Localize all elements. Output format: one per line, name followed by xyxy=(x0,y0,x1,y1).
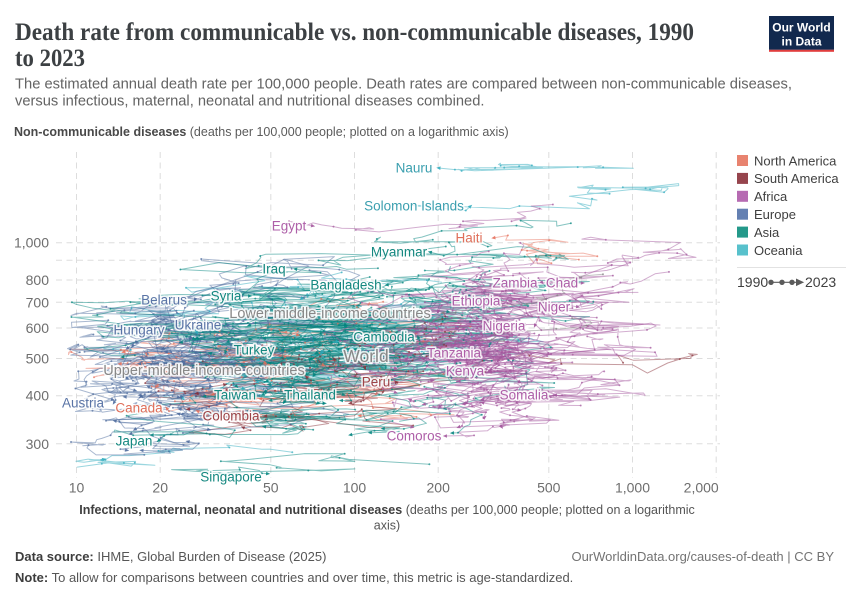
svg-text:in Data: in Data xyxy=(781,34,821,48)
svg-text:axis): axis) xyxy=(374,519,400,533)
svg-text:Colombia: Colombia xyxy=(202,409,260,424)
svg-text:20: 20 xyxy=(152,480,168,496)
svg-text:700: 700 xyxy=(26,294,50,310)
svg-text:Kenya: Kenya xyxy=(446,364,485,379)
svg-text:Myanmar: Myanmar xyxy=(371,245,428,260)
svg-text:The estimated annual death rat: The estimated annual death rate per 100,… xyxy=(15,77,792,93)
svg-text:Tanzania: Tanzania xyxy=(427,346,482,361)
svg-text:Egypt: Egypt xyxy=(272,219,307,234)
svg-text:Peru: Peru xyxy=(362,375,391,390)
svg-text:Note: To allow for comparisons: Note: To allow for comparisons between c… xyxy=(15,570,573,585)
svg-text:Our World: Our World xyxy=(772,21,830,35)
svg-text:Ethiopia: Ethiopia xyxy=(452,294,501,309)
svg-text:200: 200 xyxy=(427,480,451,496)
svg-text:Thailand: Thailand xyxy=(284,388,336,403)
svg-text:Oceania: Oceania xyxy=(754,243,803,258)
svg-text:Niger: Niger xyxy=(538,300,571,315)
svg-text:1990: 1990 xyxy=(737,274,768,290)
svg-text:400: 400 xyxy=(26,388,50,404)
svg-text:Asia: Asia xyxy=(754,225,780,240)
svg-text:1,000: 1,000 xyxy=(14,235,49,251)
svg-text:Upper-middle-income countries: Upper-middle-income countries xyxy=(103,363,304,379)
svg-text:100: 100 xyxy=(343,480,367,496)
svg-text:Cambodia: Cambodia xyxy=(353,330,415,345)
svg-text:Canada: Canada xyxy=(115,401,163,416)
svg-text:Zambia: Zambia xyxy=(492,276,538,291)
svg-text:Non-communicable diseases (dea: Non-communicable diseases (deaths per 10… xyxy=(14,125,509,139)
svg-text:800: 800 xyxy=(26,272,50,288)
svg-text:300: 300 xyxy=(26,436,50,452)
svg-text:2023: 2023 xyxy=(805,274,836,290)
svg-text:Belarus: Belarus xyxy=(141,293,187,308)
svg-text:Bangladesh: Bangladesh xyxy=(310,278,381,293)
svg-text:Data source: IHME, Global Burd: Data source: IHME, Global Burden of Dise… xyxy=(15,549,326,564)
svg-text:North America: North America xyxy=(754,153,837,168)
svg-text:Lower-middle-income countries: Lower-middle-income countries xyxy=(229,306,430,322)
svg-text:to 2023: to 2023 xyxy=(15,45,85,72)
svg-text:500: 500 xyxy=(26,351,50,367)
svg-text:10: 10 xyxy=(69,480,85,496)
svg-text:Europe: Europe xyxy=(754,207,796,222)
svg-text:50: 50 xyxy=(263,480,279,496)
svg-text:Ukraine: Ukraine xyxy=(175,318,222,333)
svg-text:Iraq: Iraq xyxy=(262,262,285,277)
svg-text:Somalia: Somalia xyxy=(500,388,549,403)
svg-text:World: World xyxy=(343,346,388,366)
svg-text:South America: South America xyxy=(754,171,839,186)
svg-text:Infections, maternal, neonatal: Infections, maternal, neonatal and nutri… xyxy=(79,503,695,517)
svg-text:Austria: Austria xyxy=(62,396,105,411)
svg-text:Hungary: Hungary xyxy=(113,323,164,338)
svg-text:Death rate from communicable v: Death rate from communicable vs. non-com… xyxy=(15,19,694,46)
svg-text:1,000: 1,000 xyxy=(615,480,650,496)
svg-text:500: 500 xyxy=(537,480,561,496)
svg-text:2,000: 2,000 xyxy=(684,480,719,496)
svg-text:Turkey: Turkey xyxy=(234,343,275,358)
svg-text:Nauru: Nauru xyxy=(396,161,433,176)
svg-text:Japan: Japan xyxy=(116,434,153,449)
svg-text:600: 600 xyxy=(26,320,50,336)
svg-text:Nigeria: Nigeria xyxy=(483,319,526,334)
svg-text:Taiwan: Taiwan xyxy=(214,388,256,403)
svg-text:Syria: Syria xyxy=(211,289,242,304)
svg-text:Singapore: Singapore xyxy=(200,470,262,485)
svg-text:OurWorldinData.org/causes-of-d: OurWorldinData.org/causes-of-death | CC … xyxy=(571,549,834,564)
svg-text:Africa: Africa xyxy=(754,189,788,204)
svg-text:Haiti: Haiti xyxy=(455,231,482,246)
svg-text:versus infectious, maternal, n: versus infectious, maternal, neonatal an… xyxy=(15,94,484,110)
svg-text:Chad: Chad xyxy=(546,276,578,291)
svg-text:Solomon Islands: Solomon Islands xyxy=(364,199,464,214)
svg-text:Comoros: Comoros xyxy=(387,429,442,444)
